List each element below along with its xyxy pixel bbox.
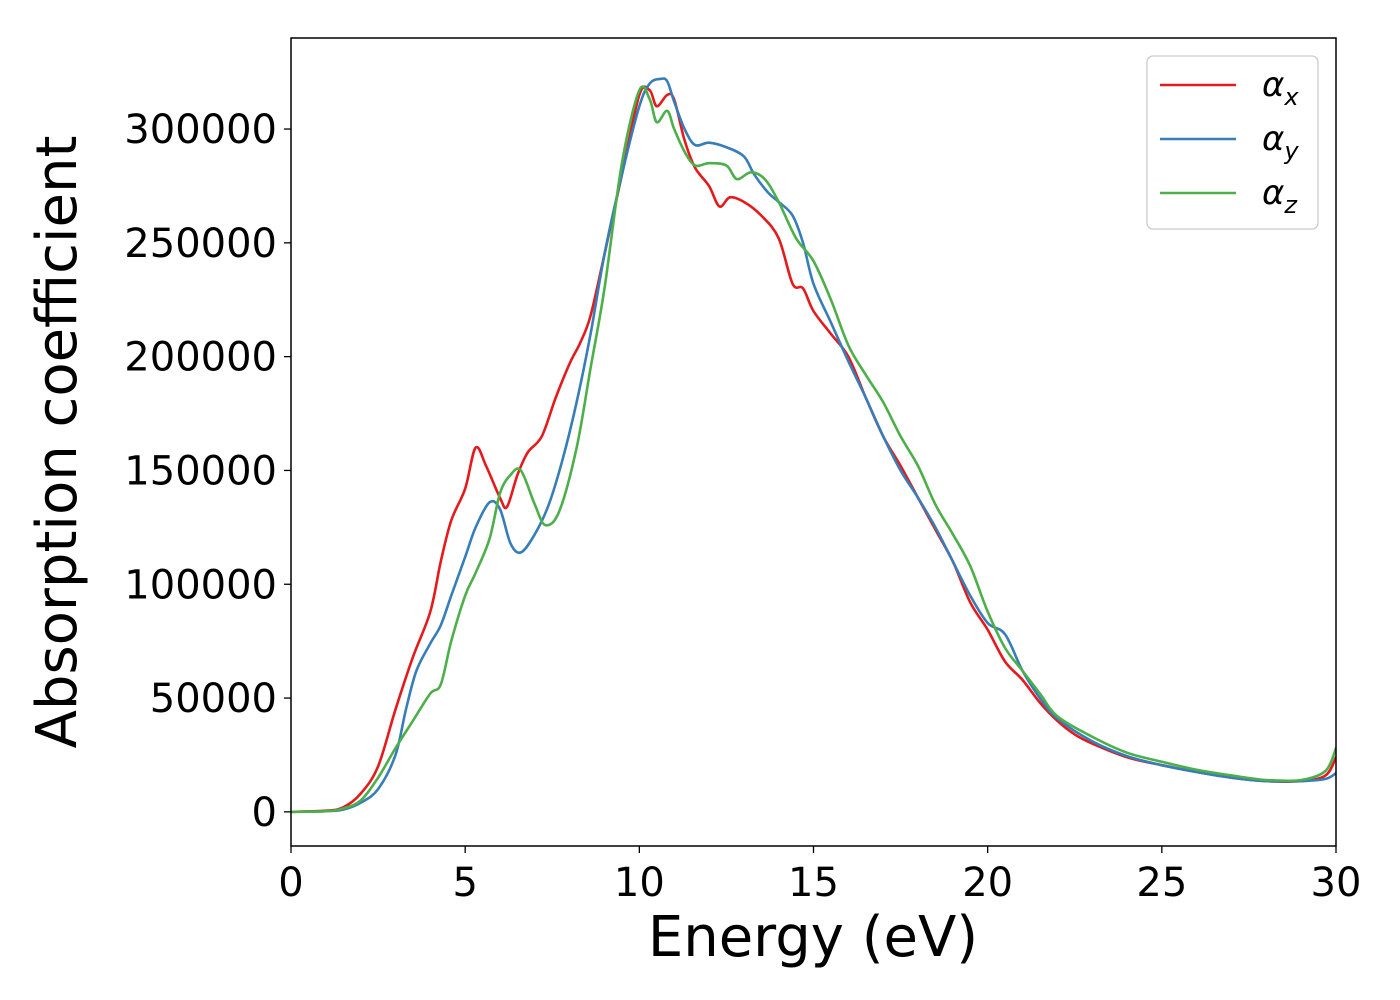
x-tick-label: 30 [1311, 860, 1362, 906]
y-tick-label: 200000 [124, 335, 277, 381]
x-tick-label: 25 [1136, 860, 1187, 906]
y-tick-label: 150000 [124, 448, 277, 494]
y-tick-label: 100000 [124, 562, 277, 608]
series-line-alpha-x [291, 85, 1336, 814]
series-line-alpha-y [291, 77, 1336, 814]
y-tick-label: 0 [252, 790, 277, 836]
y-tick-label: 250000 [124, 221, 277, 267]
series-group [291, 77, 1336, 814]
x-tick-label: 5 [452, 860, 477, 906]
y-axis-label: Absorption coefficient [25, 136, 90, 749]
legend: αx αy αz [1146, 55, 1319, 230]
legend-label-alpha-y: αy [1262, 119, 1299, 165]
x-axis-ticks: 0 5 10 15 20 25 30 [278, 846, 1361, 906]
x-tick-label: 10 [614, 860, 665, 906]
legend-frame [1146, 55, 1319, 230]
legend-label-alpha-x: αx [1262, 65, 1299, 111]
y-axis-ticks: 0 50000 100000 150000 200000 250000 300000 [124, 107, 291, 836]
x-tick-label: 0 [278, 860, 303, 906]
y-tick-label: 50000 [150, 676, 277, 722]
x-tick-label: 15 [788, 860, 839, 906]
series-line-alpha-z [291, 85, 1336, 814]
x-tick-label: 20 [962, 860, 1013, 906]
x-axis-label: Energy (eV) [648, 905, 978, 970]
legend-label-alpha-z: αz [1262, 173, 1298, 219]
y-tick-label: 300000 [124, 107, 277, 153]
